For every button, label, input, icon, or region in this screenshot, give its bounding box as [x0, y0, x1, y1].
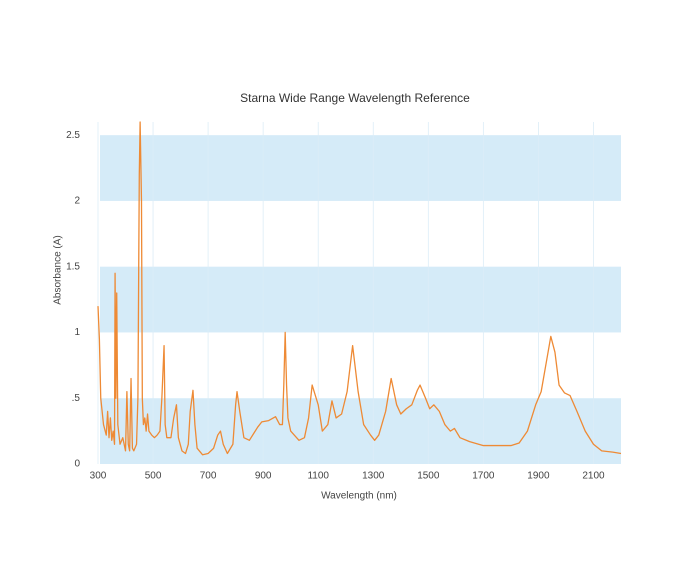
y-tick-label: 1	[74, 327, 80, 338]
x-tick-label: 500	[145, 471, 162, 482]
y-tick-label: .5	[72, 393, 81, 404]
x-tick-label: 1900	[527, 471, 550, 482]
x-tick-label: 1100	[307, 471, 329, 482]
x-tick-label: 900	[255, 471, 272, 482]
grid-band	[100, 266, 621, 333]
x-axis-label: Wavelength (nm)	[321, 491, 397, 502]
x-tick-label: 300	[90, 471, 107, 482]
y-tick-label: 0	[74, 459, 80, 470]
x-tick-label: 1700	[472, 471, 495, 482]
y-tick-label: 1.5	[66, 261, 80, 272]
x-tick-label: 700	[200, 471, 217, 482]
grid-band	[100, 135, 621, 201]
chart-title: Starna Wide Range Wavelength Reference	[240, 91, 470, 105]
y-axis-label: Absorbance (A)	[53, 235, 64, 304]
data-line	[97, 121, 622, 456]
x-tick-label: 1500	[417, 471, 440, 482]
y-tick-label: 2	[74, 196, 80, 207]
x-tick-label: 2100	[582, 471, 605, 482]
y-tick-label: 2.5	[66, 130, 80, 141]
x-tick-label: 1300	[362, 471, 385, 482]
